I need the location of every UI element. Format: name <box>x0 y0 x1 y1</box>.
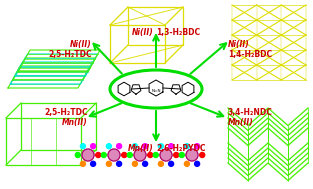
Circle shape <box>153 153 158 157</box>
Circle shape <box>158 144 163 149</box>
Circle shape <box>117 144 121 149</box>
Circle shape <box>174 153 179 157</box>
Circle shape <box>143 161 148 166</box>
Circle shape <box>143 144 148 149</box>
Circle shape <box>75 153 80 157</box>
Circle shape <box>132 144 137 149</box>
Circle shape <box>106 144 111 149</box>
Circle shape <box>158 161 163 166</box>
Text: 3,4-H₂NDC: 3,4-H₂NDC <box>228 108 273 116</box>
Text: Mn(II): Mn(II) <box>62 118 88 126</box>
Circle shape <box>101 153 106 157</box>
Text: Mn(II): Mn(II) <box>228 118 254 126</box>
Circle shape <box>169 144 174 149</box>
Circle shape <box>80 161 85 166</box>
Circle shape <box>186 149 198 161</box>
Circle shape <box>108 149 120 161</box>
Text: Mn(II): Mn(II) <box>128 143 154 153</box>
Circle shape <box>117 161 121 166</box>
Circle shape <box>169 161 174 166</box>
Circle shape <box>184 144 189 149</box>
Text: Ni(II): Ni(II) <box>70 40 92 49</box>
Circle shape <box>195 144 200 149</box>
Circle shape <box>134 149 146 161</box>
Text: 1,3-H₂BDC: 1,3-H₂BDC <box>156 28 200 36</box>
Circle shape <box>132 161 137 166</box>
Circle shape <box>90 161 95 166</box>
Circle shape <box>80 144 85 149</box>
Ellipse shape <box>110 70 202 108</box>
Text: 2,5-H₂TDC: 2,5-H₂TDC <box>49 50 92 59</box>
Circle shape <box>82 149 94 161</box>
Circle shape <box>122 153 127 157</box>
Text: N=N: N=N <box>151 89 161 93</box>
Circle shape <box>127 153 132 157</box>
Text: 2,5-H₂TDC: 2,5-H₂TDC <box>44 108 88 116</box>
Circle shape <box>106 161 111 166</box>
Text: Ni(II): Ni(II) <box>228 40 250 49</box>
Circle shape <box>96 153 101 157</box>
Text: 2,6-H₂PYDC: 2,6-H₂PYDC <box>156 143 206 153</box>
Circle shape <box>90 144 95 149</box>
Circle shape <box>195 161 200 166</box>
Circle shape <box>184 161 189 166</box>
Text: 1,4-H₂BDC: 1,4-H₂BDC <box>228 50 272 59</box>
Circle shape <box>160 149 172 161</box>
Text: Ni(II): Ni(II) <box>132 28 154 36</box>
Circle shape <box>200 153 205 157</box>
Circle shape <box>179 153 184 157</box>
Circle shape <box>148 153 153 157</box>
